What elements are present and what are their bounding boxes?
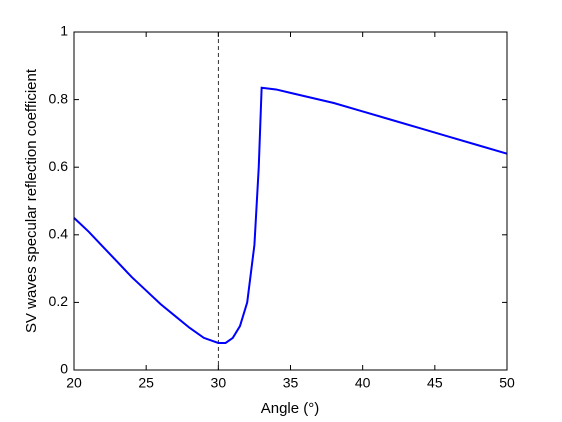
x-tick-label: 20	[66, 375, 82, 391]
plot-area	[74, 32, 507, 370]
data-line	[73, 86, 508, 344]
x-tick-label: 25	[138, 375, 154, 391]
x-tick-label: 40	[355, 375, 371, 391]
y-tick-label: 0.4	[49, 226, 69, 242]
y-tick-label: 0.6	[49, 158, 69, 174]
x-axis-label: Angle (°)	[261, 400, 320, 417]
y-axis-label: SV waves specular reflection coefficient	[23, 68, 40, 333]
x-tick-label: 35	[283, 375, 299, 391]
y-tick-label: 0	[60, 361, 68, 377]
y-tick-label: 1	[60, 23, 68, 39]
axes-box	[73, 31, 508, 371]
y-tick-label: 0.2	[49, 293, 69, 309]
x-tick-label: 50	[499, 375, 515, 391]
x-tick-label: 45	[427, 375, 443, 391]
y-tick-label: 0.8	[49, 90, 69, 106]
x-tick-label: 30	[211, 375, 227, 391]
